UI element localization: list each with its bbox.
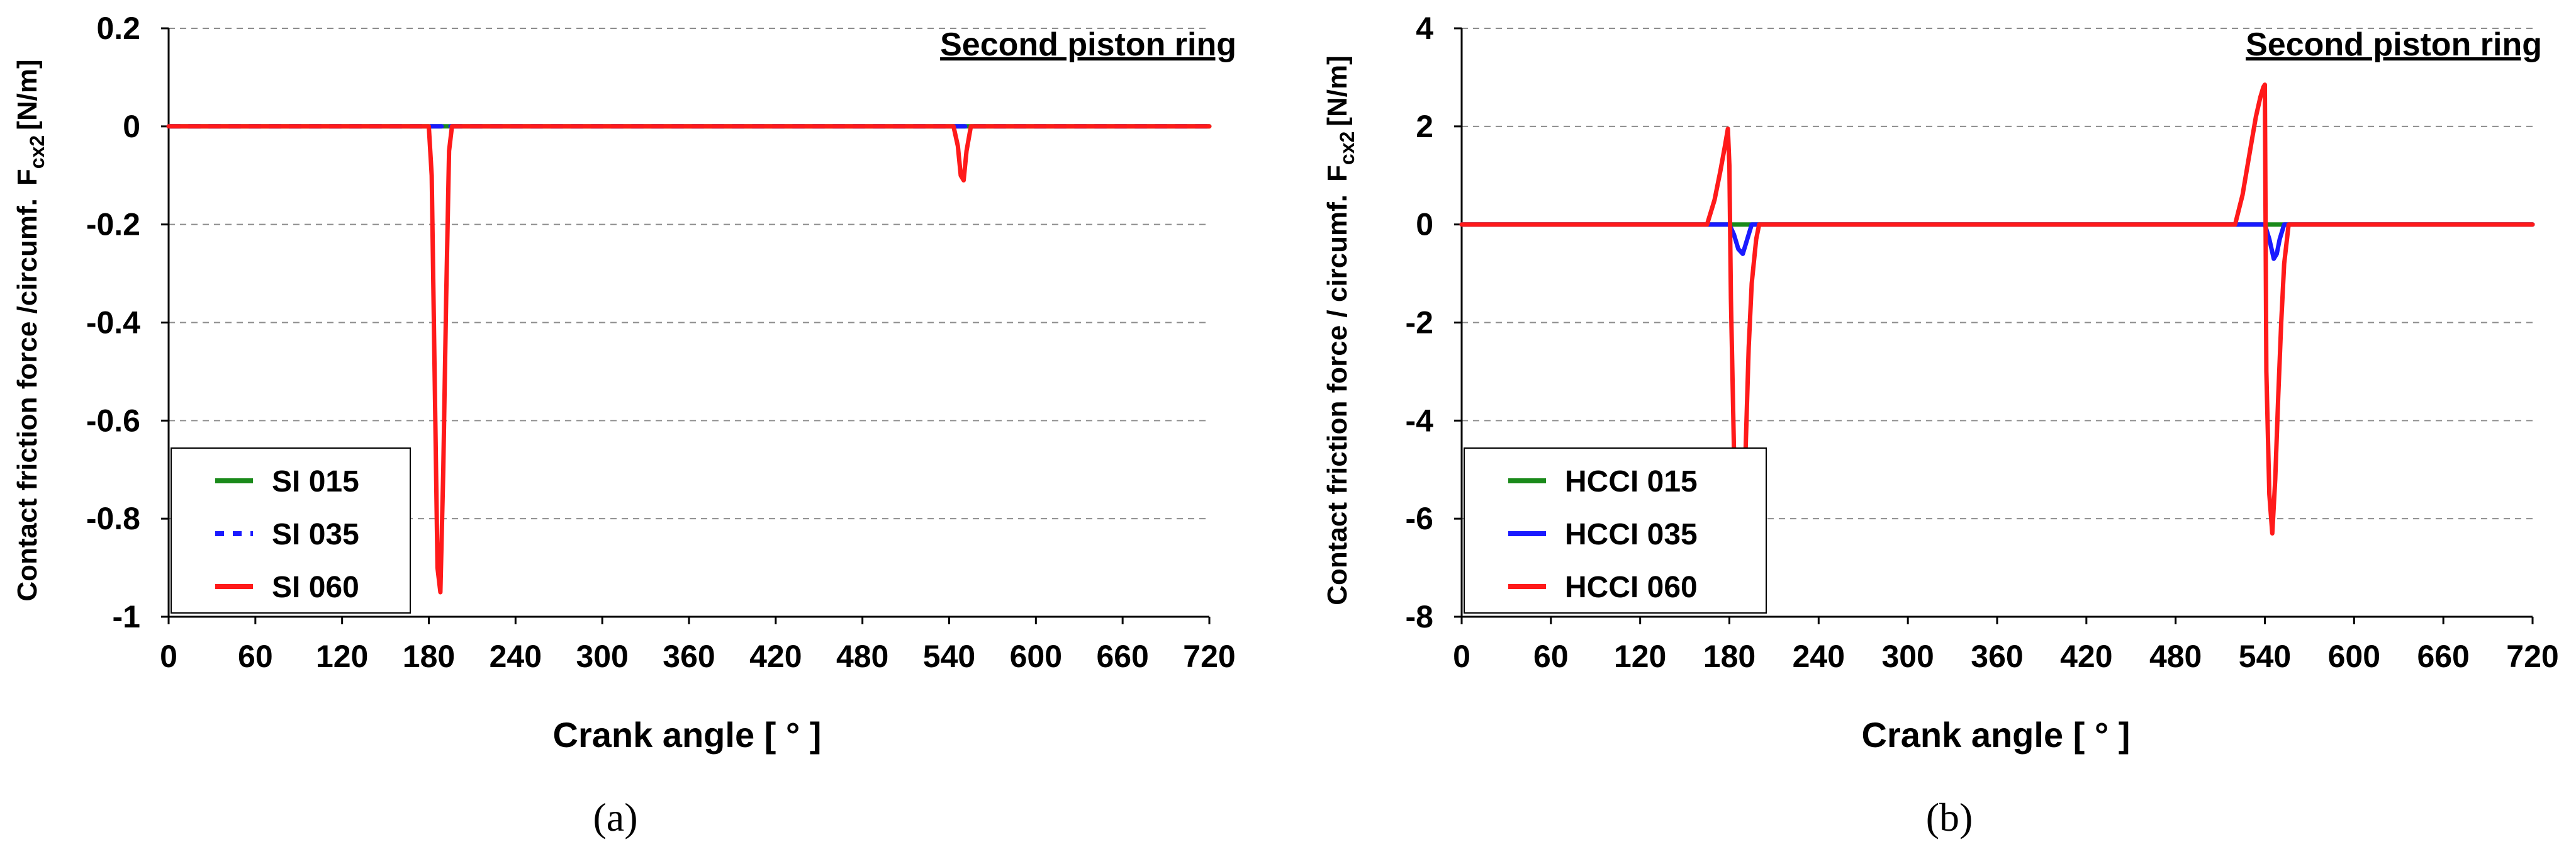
series-line-si-060	[166, 124, 1212, 595]
legend-a: SI 015 SI 035 SI 060	[171, 447, 411, 614]
legend-label-hcci-060: HCCI 060	[1565, 571, 1698, 604]
x-tick-label-a-5: 300	[576, 639, 628, 674]
y-tick-label-b-6: 4	[1416, 11, 1433, 46]
series-group-b	[1459, 82, 2535, 585]
series-group-a	[166, 124, 1212, 595]
x-tick-label-a-11: 660	[1096, 639, 1148, 674]
x-tick-label-a-0: 0	[160, 639, 177, 674]
x-tick-label-b-7: 420	[2060, 639, 2112, 674]
x-tick-label-b-6: 360	[1971, 639, 2023, 674]
x-tick-label-a-4: 240	[490, 639, 542, 674]
x-tick-label-b-11: 660	[2417, 639, 2469, 674]
series-line-hcci-060	[1459, 82, 2535, 585]
series-line-hcci-035	[1459, 222, 2535, 261]
x-tick-label-a-8: 480	[836, 639, 888, 674]
x-tick-label-b-12: 720	[2506, 639, 2558, 674]
x-tick-label-b-4: 240	[1793, 639, 1845, 674]
x-tick-label-b-2: 120	[1614, 639, 1666, 674]
y-tick-label-b-4: 0	[1416, 207, 1433, 242]
x-tick-label-a-2: 120	[316, 639, 368, 674]
x-tick-label-b-9: 540	[2239, 639, 2291, 674]
y-axis-title-symbol-a: F	[12, 169, 43, 186]
legend-label-si-060: SI 060	[272, 571, 359, 604]
x-tick-label-b-1: 60	[1533, 639, 1569, 674]
x-tick-label-a-3: 180	[403, 639, 455, 674]
x-tick-label-b-0: 0	[1453, 639, 1470, 674]
y-tick-label-b-0: -8	[1406, 599, 1433, 634]
y-axis-title-b: Contact friction force / circumf. Fcx2 [N/…	[1322, 55, 1358, 605]
legend-label-si-015: SI 015	[272, 465, 359, 498]
y-tick-label-a-3: -0.4	[86, 305, 140, 340]
legend-label-hcci-035: HCCI 035	[1565, 518, 1698, 551]
axes-a: -1 -0.8 -0.6 -0.4 -0.2 0 0.2 0 60 120 180 240 300 360…	[86, 11, 1236, 674]
legend-label-si-035: SI 035	[272, 518, 359, 551]
y-tick-label-a-6: 0.2	[96, 11, 140, 46]
y-tick-label-a-0: -1	[113, 599, 140, 634]
y-tick-label-b-1: -6	[1406, 501, 1433, 536]
y-tick-label-a-5: 0	[123, 109, 140, 144]
y-axis-title-unit-b: [N/m]	[1322, 55, 1353, 126]
legend-b: HCCI 015 HCCI 035 HCCI 060	[1464, 447, 1767, 614]
y-axis-title-a: Contact friction force /circumf. Fcx2 [N/m…	[12, 59, 48, 601]
y-tick-label-a-4: -0.2	[86, 207, 140, 242]
x-tick-label-a-10: 600	[1010, 639, 1062, 674]
y-tick-label-b-2: -4	[1406, 403, 1434, 438]
x-tick-label-a-12: 720	[1183, 639, 1235, 674]
y-axis-title-main-a: Contact friction force /circumf.	[12, 198, 43, 602]
y-axis-title-unit-a: [N/m]	[12, 59, 43, 130]
y-axis-title-main-b: Contact friction force / circumf.	[1322, 194, 1353, 605]
panel-label-b: (b)	[1926, 795, 1973, 840]
x-axis-title-b: Crank angle [ ° ]	[1862, 715, 2131, 755]
y-tick-label-a-1: -0.8	[86, 501, 140, 536]
y-tick-label-a-2: -0.6	[86, 403, 140, 438]
x-tick-label-a-7: 420	[749, 639, 802, 674]
legend-label-hcci-015: HCCI 015	[1565, 465, 1698, 498]
x-tick-label-b-10: 600	[2328, 639, 2380, 674]
y-axis-title-sub-b: cx2	[1336, 132, 1358, 165]
panel-label-a: (a)	[593, 795, 637, 840]
annotation-second-piston-ring-b: Second piston ring	[2246, 26, 2542, 63]
x-axis-title-a: Crank angle [ ° ]	[553, 715, 822, 755]
y-axis-title-symbol-b: F	[1322, 165, 1353, 182]
y-tick-label-b-5: 2	[1416, 109, 1433, 144]
y-tick-label-b-3: -2	[1406, 305, 1433, 340]
legend-box-a	[171, 447, 411, 614]
y-axis-title-sub-a: cx2	[26, 135, 48, 169]
gridlines-a	[169, 28, 1209, 520]
x-tick-label-b-3: 180	[1703, 639, 1756, 674]
x-tick-label-a-9: 540	[923, 639, 975, 674]
x-tick-label-a-1: 60	[238, 639, 273, 674]
chart-panel-a: -1 -0.8 -0.6 -0.4 -0.2 0 0.2 0 60 120 180 240 300 360…	[12, 11, 1236, 840]
x-tick-label-b-5: 300	[1881, 639, 1934, 674]
x-tick-label-a-6: 360	[663, 639, 715, 674]
annotation-second-piston-ring-a: Second piston ring	[940, 26, 1236, 63]
gridlines-b	[1462, 28, 2533, 520]
x-tick-label-b-8: 480	[2149, 639, 2202, 674]
